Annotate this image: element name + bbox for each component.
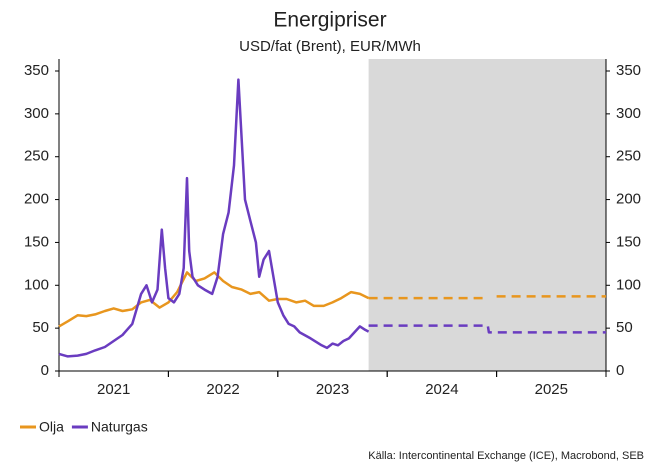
y2-tick-label: 150 xyxy=(616,233,641,250)
y2-tick-label: 0 xyxy=(616,362,624,379)
y-tick-label: 0 xyxy=(41,362,49,379)
forecast-line xyxy=(368,295,606,300)
series-line xyxy=(58,78,370,358)
source: Källa: Intercontinental Exchange (ICE), … xyxy=(368,450,644,462)
y-tick-label: 300 xyxy=(24,105,49,122)
chart-title: Energipriser xyxy=(273,9,386,32)
y-tick-label: 50 xyxy=(32,319,49,336)
x-tick-label: 2022 xyxy=(206,381,239,398)
y2-tick-label: 350 xyxy=(616,62,641,79)
legend-label: Naturgas xyxy=(91,419,148,435)
chart-subtitle: USD/fat (Brent), EUR/MWh xyxy=(239,38,421,55)
x-tick-label: 2024 xyxy=(425,381,458,398)
forecast-shade xyxy=(368,59,606,371)
y2-tick-label: 250 xyxy=(616,148,641,165)
series-line xyxy=(58,271,370,328)
y2-tick-label: 100 xyxy=(616,276,641,293)
y-tick-label: 200 xyxy=(24,191,49,208)
y-tick-label: 100 xyxy=(24,276,49,293)
y-tick-label: 250 xyxy=(24,148,49,165)
y2-tick-label: 300 xyxy=(616,105,641,122)
y-tick-label: 350 xyxy=(24,62,49,79)
x-tick-label: 2025 xyxy=(535,381,568,398)
y2-tick-label: 200 xyxy=(616,191,641,208)
forecast-line xyxy=(368,324,606,334)
x-tick-label: 2021 xyxy=(97,381,130,398)
y2-tick-label: 50 xyxy=(616,319,633,336)
x-tick-label: 2023 xyxy=(316,381,349,398)
legend-label: Olja xyxy=(39,419,64,435)
y-tick-label: 150 xyxy=(24,233,49,250)
